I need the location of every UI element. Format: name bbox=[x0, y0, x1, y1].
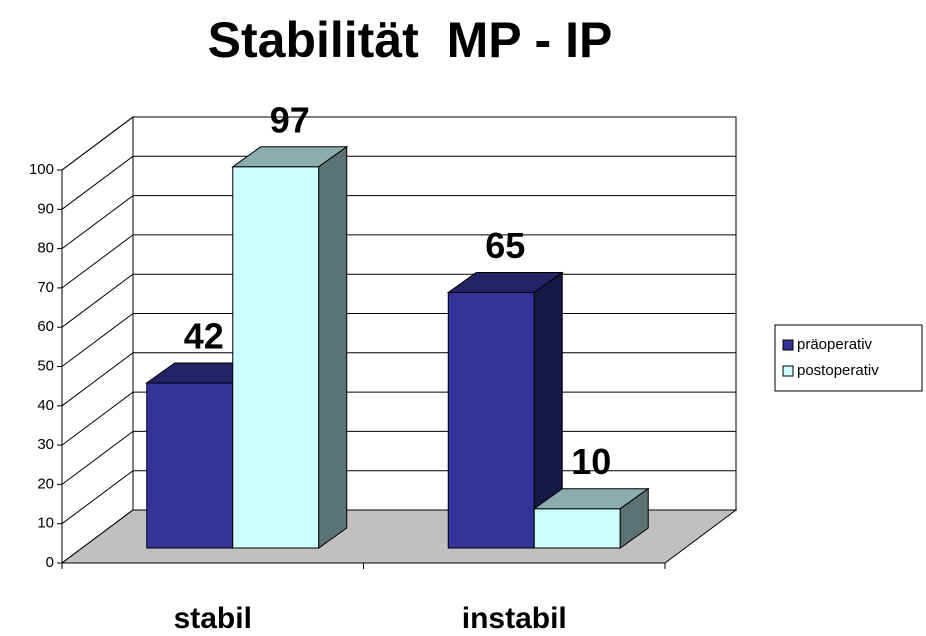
y-tick-label: 80 bbox=[37, 240, 54, 257]
data-label: 10 bbox=[571, 441, 611, 482]
bar-front bbox=[533, 508, 621, 549]
y-tick-label: 40 bbox=[37, 397, 54, 414]
bar bbox=[532, 487, 650, 549]
y-tick-label: 50 bbox=[37, 357, 54, 374]
data-label: 42 bbox=[184, 315, 224, 356]
legend-label: postoperativ bbox=[797, 362, 879, 379]
bar bbox=[231, 145, 349, 549]
grid-line bbox=[61, 155, 736, 210]
bar-side bbox=[318, 145, 348, 549]
y-tick-label: 20 bbox=[37, 475, 54, 492]
data-label: 97 bbox=[270, 99, 310, 140]
legend-box bbox=[774, 324, 923, 392]
bar-front bbox=[232, 166, 320, 549]
bar-front bbox=[146, 382, 234, 549]
legend-label: präoperativ bbox=[797, 336, 873, 353]
y-tick-label: 60 bbox=[37, 318, 54, 335]
x-tick-label: instabil bbox=[462, 602, 567, 635]
bar-side bbox=[619, 487, 649, 549]
grid-line bbox=[61, 195, 736, 250]
data-label: 65 bbox=[485, 225, 525, 266]
grid-line bbox=[61, 234, 736, 289]
y-tick-label: 10 bbox=[37, 515, 54, 532]
y-tick-label: 0 bbox=[46, 554, 54, 571]
legend-swatch bbox=[782, 339, 794, 351]
y-tick-label: 70 bbox=[37, 279, 54, 296]
y-tick-label: 100 bbox=[29, 161, 54, 178]
legend-swatch bbox=[782, 365, 794, 377]
x-tick-label: stabil bbox=[174, 602, 252, 635]
chart-title: Stabilität MP - IP bbox=[208, 12, 613, 68]
grid-line bbox=[61, 116, 736, 171]
bar-front bbox=[447, 292, 535, 549]
y-tick-label: 90 bbox=[37, 200, 54, 217]
y-tick-label: 30 bbox=[37, 436, 54, 453]
bar bbox=[446, 271, 564, 549]
